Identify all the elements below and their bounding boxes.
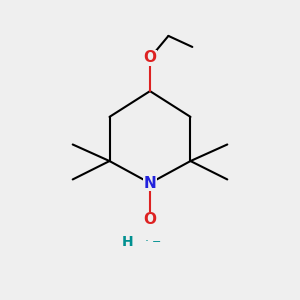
Text: H: H [122, 235, 134, 249]
Text: O: O [143, 50, 157, 65]
Text: ·: · [145, 236, 148, 248]
Text: −: − [152, 237, 161, 247]
Text: O: O [143, 212, 157, 227]
Text: N: N [144, 176, 156, 190]
